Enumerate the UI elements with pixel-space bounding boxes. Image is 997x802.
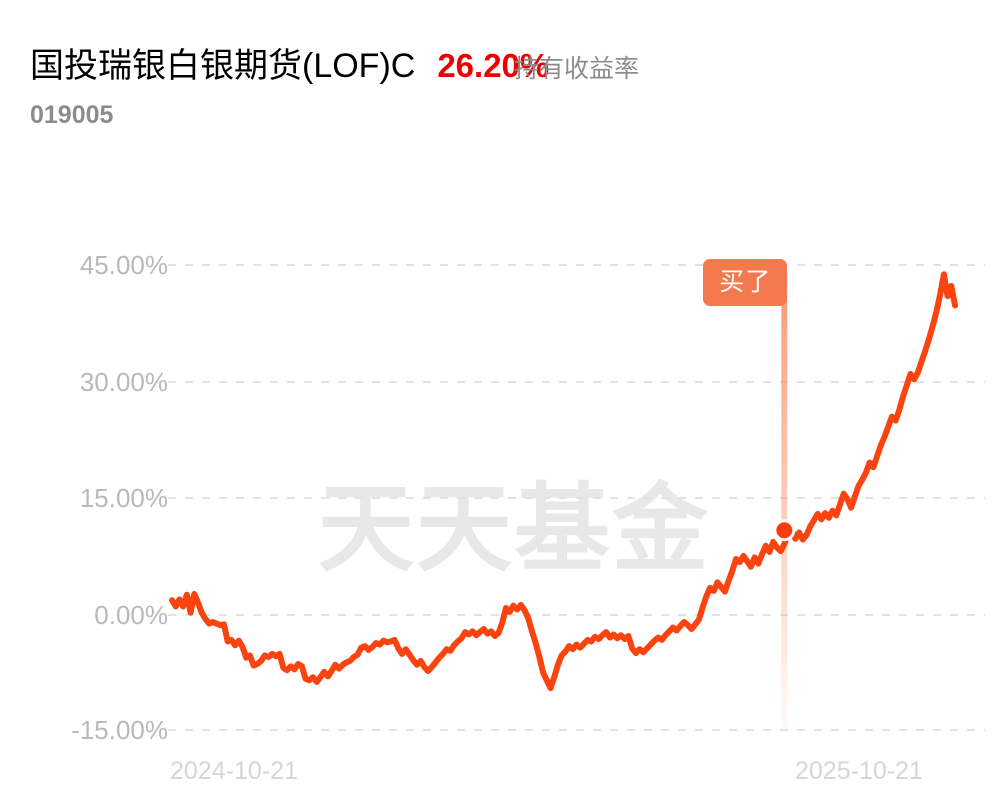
fund-return-value: 26.20%: [437, 47, 550, 84]
return-line: [169, 271, 958, 692]
y-axis-label-45: 45.00%: [79, 250, 168, 280]
x-axis-label-start: 2024-10-21: [170, 757, 298, 785]
y-axis-label-0: 0.00%: [94, 600, 168, 630]
header: 国投瑞银白银期货(LOF)C 26.20% 019005: [30, 46, 970, 132]
buy-marker-badge[interactable]: 买了: [703, 259, 788, 306]
x-axis-label-end: 2025-10-21: [795, 757, 923, 785]
buy-marker-dot-halo: [773, 519, 796, 542]
buy-marker-line: [781, 300, 788, 732]
y-axis-label-15: 15.00%: [79, 483, 168, 513]
buy-marker-dot: [776, 522, 793, 539]
fund-code: 019005: [30, 101, 114, 129]
fund-name: 国投瑞银白银期货(LOF)C: [30, 47, 416, 85]
watermark: 天天基金: [318, 476, 710, 583]
header-title-row: 国投瑞银白银期货(LOF)C 26.20%: [30, 46, 970, 92]
buy-marker-badge-label: 买了: [719, 268, 772, 296]
header-subtitle-row: 019005: [30, 100, 970, 132]
y-axis-label-neg15: -15.00%: [71, 715, 168, 745]
gridlines: [168, 264, 985, 731]
return-rate-label: 持有收益率: [514, 55, 640, 83]
y-axis-label-30: 30.00%: [79, 367, 168, 397]
